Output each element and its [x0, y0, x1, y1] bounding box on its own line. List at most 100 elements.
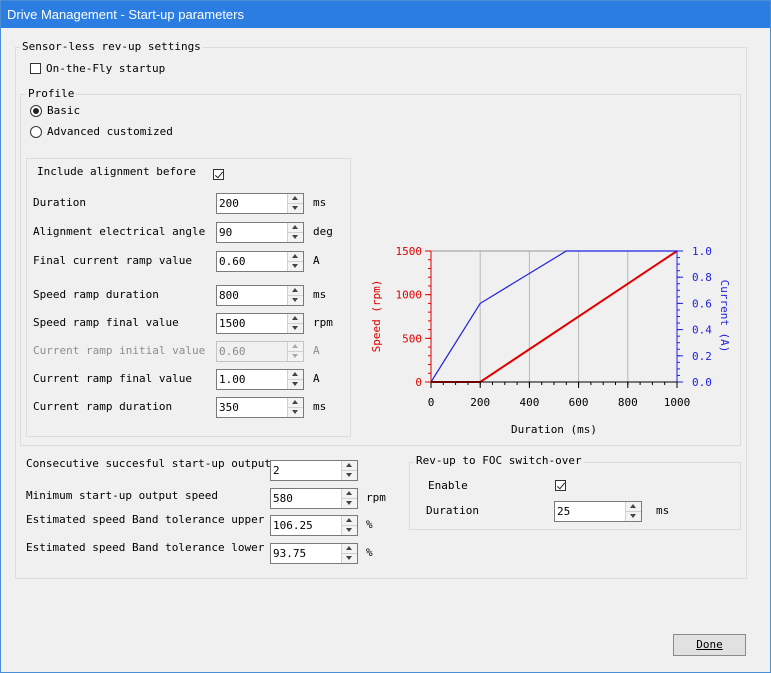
- duration-spinbox[interactable]: [216, 193, 304, 214]
- duration-input[interactable]: [217, 194, 289, 213]
- tol-lower-label: Estimated speed Band tolerance lower: [26, 541, 265, 554]
- tol-upper-unit: %: [366, 518, 373, 531]
- final-current-ramp-spinbox[interactable]: [216, 251, 304, 272]
- spin-up-icon[interactable]: [288, 252, 303, 262]
- current-series-line: [430, 250, 677, 383]
- sensorless-group: [15, 47, 747, 579]
- chart-y-tick-label: 0: [415, 376, 422, 389]
- foc-duration-unit: ms: [656, 504, 670, 517]
- duration-unit: ms: [313, 196, 327, 209]
- spin-down-icon[interactable]: [342, 526, 357, 535]
- profile-advanced-radio[interactable]: [30, 126, 42, 138]
- on-the-fly-checkbox[interactable]: [30, 63, 41, 74]
- final-current-ramp-input[interactable]: [217, 252, 289, 271]
- current-ramp-final-unit: A: [313, 372, 320, 385]
- include-alignment-checkbox[interactable]: [213, 169, 224, 180]
- final-current-ramp-unit: A: [313, 254, 320, 267]
- spin-down-icon[interactable]: [288, 233, 303, 242]
- spin-up-icon[interactable]: [342, 461, 357, 471]
- speed-ramp-final-spinbox[interactable]: [216, 313, 304, 334]
- chart-y2-tick-label: 0.0: [692, 376, 712, 389]
- current-ramp-final-label: Current ramp final value: [33, 372, 192, 385]
- spin-up-icon[interactable]: [342, 489, 357, 499]
- spin-up-icon[interactable]: [288, 370, 303, 380]
- spin-up-icon[interactable]: [626, 502, 641, 512]
- spin-down-icon: [288, 352, 303, 361]
- spin-up-icon[interactable]: [342, 516, 357, 526]
- foc-enable-checkbox[interactable]: [555, 480, 566, 491]
- spin-up-icon[interactable]: [288, 314, 303, 324]
- spin-down-icon[interactable]: [626, 512, 641, 521]
- chart-x-axis-label: Duration (ms): [511, 423, 597, 436]
- current-ramp-initial-label: Current ramp initial value: [33, 344, 206, 357]
- spin-down-icon[interactable]: [342, 554, 357, 563]
- tol-lower-unit: %: [366, 546, 373, 559]
- alignment-angle-spinbox[interactable]: [216, 222, 304, 243]
- duration-label: Duration: [33, 196, 86, 209]
- speed-ramp-final-unit: rpm: [313, 316, 333, 329]
- speed-series-line: [431, 250, 678, 383]
- spin-down-icon[interactable]: [288, 324, 303, 333]
- chart-y2-tick-label: 0.8: [692, 271, 712, 284]
- tol-upper-spinbox[interactable]: [270, 515, 358, 536]
- chart-y2-tick-label: 0.4: [692, 324, 712, 337]
- alignment-angle-input[interactable]: [217, 223, 289, 242]
- min-speed-input[interactable]: [271, 489, 343, 508]
- chart-x-tick-label: 800: [618, 396, 638, 409]
- sensorless-group-title: Sensor-less rev-up settings: [20, 40, 203, 53]
- foc-duration-input[interactable]: [555, 502, 627, 521]
- spin-up-icon[interactable]: [342, 544, 357, 554]
- min-speed-spinbox[interactable]: [270, 488, 358, 509]
- current-ramp-duration-spinbox[interactable]: [216, 397, 304, 418]
- spin-down-icon[interactable]: [288, 262, 303, 271]
- speed-ramp-duration-label: Speed ramp duration: [33, 288, 159, 301]
- current-ramp-duration-label: Current ramp duration: [33, 400, 173, 413]
- alignment-angle-unit: deg: [313, 225, 333, 238]
- tol-upper-label: Estimated speed Band tolerance upper: [26, 513, 265, 526]
- consecutive-input[interactable]: [271, 461, 343, 480]
- done-button[interactable]: Done: [673, 634, 746, 656]
- foc-switch-group-title: Rev-up to FOC switch-over: [414, 454, 584, 467]
- chart-x-tick-label: 600: [569, 396, 589, 409]
- window-title: Drive Management - Start-up parameters: [1, 1, 770, 28]
- foc-duration-label: Duration: [426, 504, 479, 517]
- spin-down-icon[interactable]: [288, 380, 303, 389]
- speed-ramp-final-label: Speed ramp final value: [33, 316, 179, 329]
- tol-lower-spinbox[interactable]: [270, 543, 358, 564]
- tol-lower-input[interactable]: [271, 544, 343, 563]
- chart-y2-tick-label: 1.0: [692, 245, 712, 258]
- include-alignment-label: Include alignment before: [37, 165, 196, 178]
- spin-up-icon[interactable]: [288, 286, 303, 296]
- speed-ramp-duration-spinbox[interactable]: [216, 285, 304, 306]
- current-ramp-final-spinbox[interactable]: [216, 369, 304, 390]
- startup-profile-chart: 0 500 1000 1500 0.0 0.2 0.4 0.6 0.8 1.0 0 200 400 600…: [370, 245, 731, 436]
- chart-y-tick-label: 1500: [396, 245, 423, 258]
- chart-y-tick-label: 500: [402, 332, 422, 345]
- spin-down-icon[interactable]: [288, 204, 303, 213]
- foc-duration-spinbox[interactable]: [554, 501, 642, 522]
- consecutive-spinbox[interactable]: [270, 460, 358, 481]
- chart-y-tick-label: 1000: [396, 289, 423, 302]
- chart-x-tick-label: 1000: [664, 396, 691, 409]
- foc-enable-label: Enable: [428, 479, 468, 492]
- current-ramp-initial-unit: A: [313, 344, 320, 357]
- speed-ramp-final-input[interactable]: [217, 314, 289, 333]
- spin-up-icon[interactable]: [288, 223, 303, 233]
- spin-up-icon[interactable]: [288, 194, 303, 204]
- alignment-angle-label: Alignment electrical angle: [33, 225, 206, 238]
- profile-basic-label: Basic: [47, 104, 81, 117]
- spin-down-icon[interactable]: [288, 408, 303, 417]
- tol-upper-input[interactable]: [271, 516, 343, 535]
- spin-down-icon[interactable]: [342, 499, 357, 508]
- current-ramp-final-input[interactable]: [217, 370, 289, 389]
- speed-ramp-duration-unit: ms: [313, 288, 327, 301]
- profile-basic-radio[interactable]: [30, 105, 42, 117]
- spin-up-icon[interactable]: [288, 398, 303, 408]
- profile-group-title: Profile: [26, 87, 77, 100]
- chart-x-tick-label: 200: [470, 396, 490, 409]
- speed-ramp-duration-input[interactable]: [217, 286, 289, 305]
- spin-down-icon[interactable]: [342, 471, 357, 480]
- current-ramp-duration-unit: ms: [313, 400, 327, 413]
- spin-down-icon[interactable]: [288, 296, 303, 305]
- current-ramp-duration-input[interactable]: [217, 398, 289, 417]
